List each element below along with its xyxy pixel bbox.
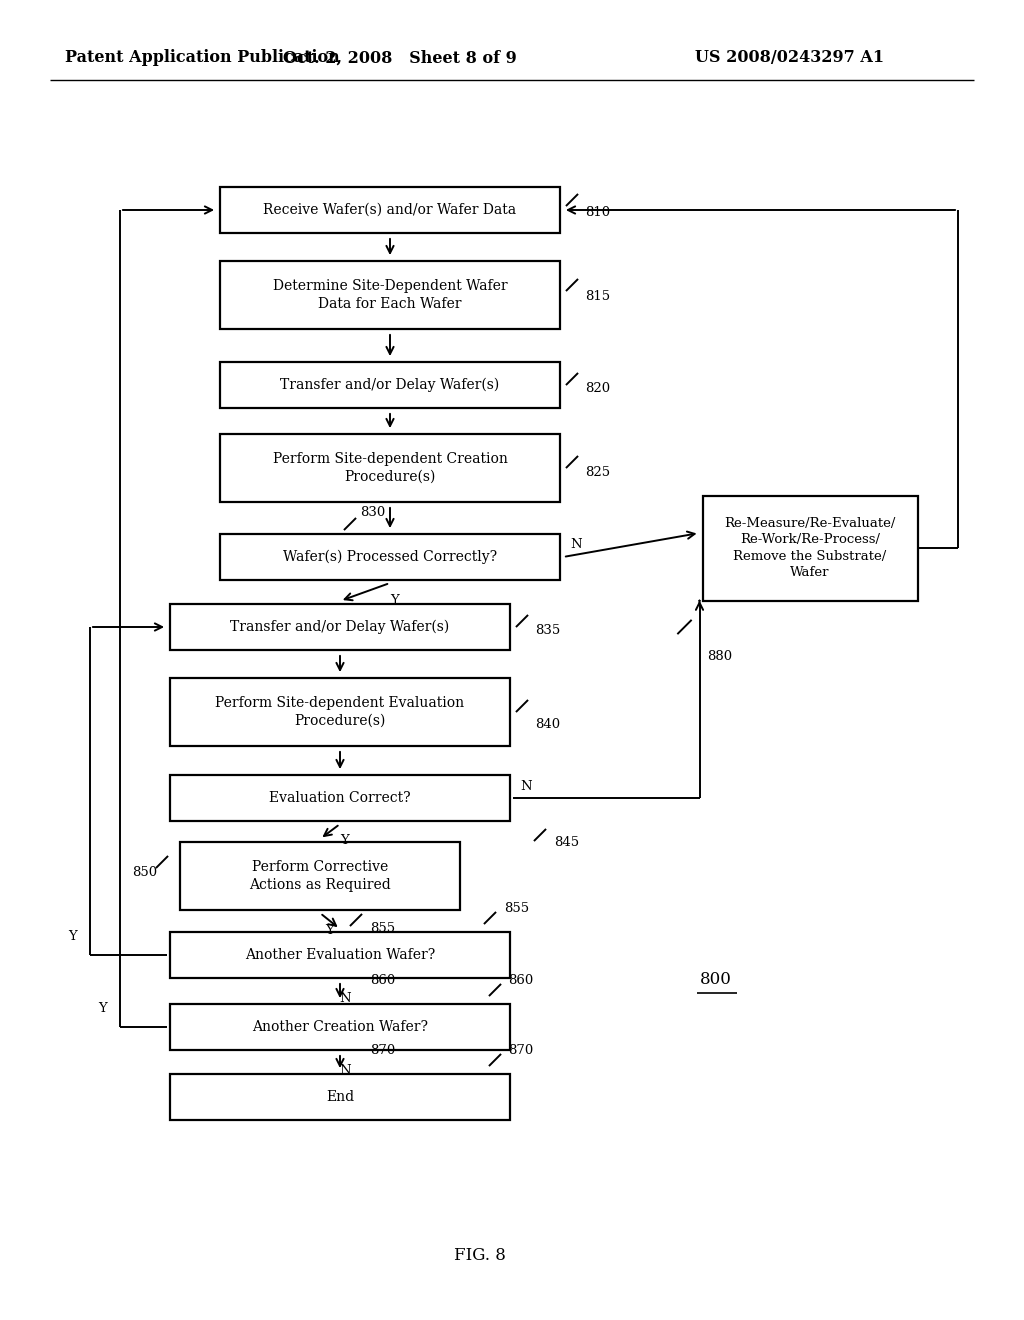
Bar	[170, 605, 510, 649]
Text: 815: 815	[585, 290, 610, 304]
Bar	[220, 434, 560, 502]
Bar	[170, 932, 510, 978]
Text: Y: Y	[68, 931, 77, 944]
Text: Perform Corrective
Actions as Required: Perform Corrective Actions as Required	[249, 861, 391, 892]
Text: 820: 820	[585, 383, 610, 396]
Text: 880: 880	[708, 651, 732, 664]
Text: US 2008/0243297 A1: US 2008/0243297 A1	[695, 49, 885, 66]
Text: Y: Y	[326, 924, 335, 936]
Text: Perform Site-dependent Creation
Procedure(s): Perform Site-dependent Creation Procedur…	[272, 451, 508, 484]
Text: Oct. 2, 2008   Sheet 8 of 9: Oct. 2, 2008 Sheet 8 of 9	[283, 49, 517, 66]
Text: 845: 845	[554, 837, 580, 850]
Text: End: End	[326, 1090, 354, 1104]
Text: Y: Y	[341, 834, 349, 847]
Text: Determine Site-Dependent Wafer
Data for Each Wafer: Determine Site-Dependent Wafer Data for …	[272, 279, 507, 312]
Bar	[220, 187, 560, 234]
Text: FIG. 8: FIG. 8	[454, 1246, 506, 1263]
Text: 835: 835	[535, 624, 560, 638]
Text: Another Creation Wafer?: Another Creation Wafer?	[252, 1020, 428, 1034]
Text: Y: Y	[390, 594, 399, 606]
Text: N: N	[339, 991, 351, 1005]
Text: Re-Measure/Re-Evaluate/
Re-Work/Re-Process/
Remove the Substrate/
Wafer: Re-Measure/Re-Evaluate/ Re-Work/Re-Proce…	[724, 516, 896, 579]
Text: Evaluation Correct?: Evaluation Correct?	[269, 791, 411, 805]
Text: 830: 830	[360, 506, 385, 519]
Text: 810: 810	[585, 206, 610, 219]
Bar	[220, 362, 560, 408]
Text: 860: 860	[508, 974, 534, 986]
Text: 855: 855	[504, 902, 529, 915]
Text: Transfer and/or Delay Wafer(s): Transfer and/or Delay Wafer(s)	[281, 378, 500, 392]
Text: Patent Application Publication: Patent Application Publication	[65, 49, 340, 66]
Bar	[702, 495, 918, 601]
Text: 870: 870	[508, 1044, 534, 1056]
Text: N: N	[339, 1064, 351, 1077]
Text: Perform Site-dependent Evaluation
Procedure(s): Perform Site-dependent Evaluation Proced…	[215, 696, 465, 727]
Text: 870: 870	[370, 1044, 395, 1056]
Text: 840: 840	[535, 718, 560, 730]
Text: 825: 825	[585, 466, 610, 479]
Text: Another Evaluation Wafer?: Another Evaluation Wafer?	[245, 948, 435, 962]
Text: N: N	[570, 539, 582, 552]
Text: 855: 855	[370, 921, 395, 935]
Bar	[170, 775, 510, 821]
Bar	[170, 678, 510, 746]
Bar	[170, 1074, 510, 1119]
Text: Receive Wafer(s) and/or Wafer Data: Receive Wafer(s) and/or Wafer Data	[263, 203, 516, 216]
Bar	[170, 1005, 510, 1049]
Bar	[220, 261, 560, 329]
Text: 800: 800	[700, 972, 732, 989]
Text: Transfer and/or Delay Wafer(s): Transfer and/or Delay Wafer(s)	[230, 620, 450, 634]
Bar	[180, 842, 460, 909]
Text: Y: Y	[98, 1002, 106, 1015]
Text: N: N	[520, 780, 531, 792]
Bar	[220, 535, 560, 579]
Text: 860: 860	[370, 974, 395, 986]
Text: 850: 850	[132, 866, 157, 879]
Text: Wafer(s) Processed Correctly?: Wafer(s) Processed Correctly?	[283, 550, 497, 564]
